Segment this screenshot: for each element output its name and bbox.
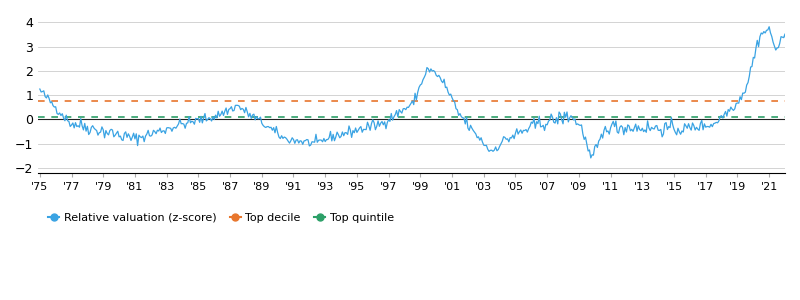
Legend: Relative valuation (z-score), Top decile, Top quintile: Relative valuation (z-score), Top decile…: [44, 208, 398, 227]
